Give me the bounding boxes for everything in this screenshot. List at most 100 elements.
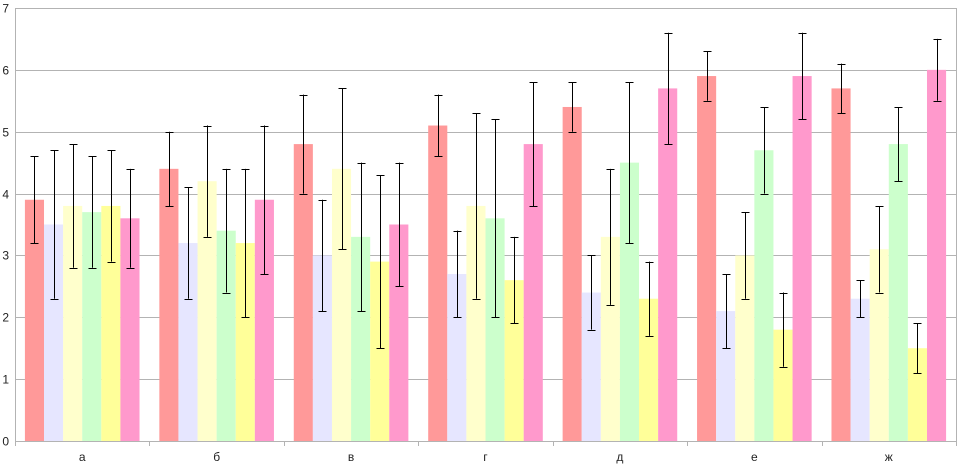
error-bar (434, 94, 443, 157)
y-tick-label: 6 (2, 64, 9, 78)
bar (44, 224, 64, 441)
bar (639, 298, 659, 441)
error-bar (299, 94, 308, 195)
x-tick-label: г (483, 450, 488, 464)
bar (197, 181, 217, 441)
error-bars (30, 32, 942, 374)
bar (697, 76, 717, 442)
bar (562, 106, 582, 441)
y-tick-label: 7 (2, 2, 9, 16)
error-bar (88, 156, 97, 269)
bar (773, 329, 793, 441)
bar (658, 88, 678, 442)
tick-labels: 0 1 2 3 4 5 6 7 а б в г д е ж (2, 2, 892, 465)
bar (235, 243, 255, 441)
error-bar (741, 212, 750, 300)
bar (735, 255, 755, 441)
bar (24, 199, 45, 441)
bar (523, 144, 543, 442)
error-bar (645, 261, 654, 337)
error-bar (222, 168, 231, 294)
x-tick-label: ж (885, 450, 893, 464)
error-bar (376, 175, 385, 349)
y-tick-label: 5 (2, 126, 9, 140)
error-bar (875, 205, 884, 294)
bar (389, 224, 409, 441)
error-bar (625, 82, 634, 244)
bar (254, 199, 274, 441)
error-bar (529, 82, 538, 207)
bar (63, 205, 83, 441)
bar (907, 348, 927, 441)
bar (619, 162, 640, 441)
bar (792, 76, 812, 442)
bar (351, 236, 371, 441)
error-bar (798, 32, 807, 120)
bar (428, 125, 448, 442)
error-bar (260, 125, 269, 275)
x-tick-label: в (348, 450, 354, 464)
error-bar (606, 168, 615, 306)
error-bar (894, 106, 903, 182)
error-bar (779, 292, 788, 368)
error-bar (338, 88, 347, 250)
bar (120, 218, 140, 441)
error-bar (69, 144, 78, 269)
y-tick-label: 4 (2, 188, 9, 202)
error-bar (722, 273, 731, 349)
bar (101, 205, 121, 441)
error-bar (760, 106, 769, 195)
bar (178, 243, 198, 441)
x-tick-label: б (213, 450, 220, 464)
bar (370, 261, 390, 441)
error-bar (453, 230, 462, 318)
bar (312, 255, 332, 441)
error-bar (357, 162, 366, 312)
error-bar (587, 255, 596, 331)
x-tick-label: а (79, 450, 86, 464)
bar (466, 205, 486, 441)
bar (216, 230, 236, 441)
y-tick-label: 3 (2, 249, 9, 263)
x-tick-label: е (751, 450, 758, 464)
bar (447, 273, 467, 441)
bar (82, 212, 102, 441)
error-bar (184, 187, 193, 300)
x-tick-label: д (616, 450, 623, 464)
error-bar (50, 150, 59, 300)
error-bar (30, 156, 39, 244)
bar (293, 144, 313, 442)
error-bar (241, 168, 250, 318)
error-bar (703, 51, 712, 102)
error-bar (913, 323, 922, 374)
bar (869, 249, 889, 441)
error-bar (126, 168, 135, 269)
bar (926, 69, 947, 441)
bar (850, 298, 870, 441)
error-bar (856, 280, 865, 318)
bar (504, 280, 524, 441)
error-bar (568, 82, 577, 133)
bar (754, 150, 774, 441)
bar (485, 218, 505, 441)
error-bar (318, 199, 327, 312)
error-bar (837, 63, 846, 114)
error-bar (107, 150, 116, 263)
bar (331, 168, 352, 442)
y-tick-label: 0 (2, 435, 9, 449)
error-bar (491, 119, 500, 318)
bars (24, 69, 947, 442)
error-bar (203, 125, 212, 238)
error-bar (933, 38, 942, 102)
bar (581, 292, 601, 441)
error-bar (395, 162, 404, 287)
y-tick-label: 1 (2, 373, 9, 387)
bar (831, 88, 851, 442)
error-bar (510, 236, 519, 324)
y-tick-label: 2 (2, 311, 9, 325)
bar (159, 168, 179, 442)
error-bar (472, 113, 481, 300)
bar (716, 311, 736, 441)
error-bar (165, 131, 174, 207)
